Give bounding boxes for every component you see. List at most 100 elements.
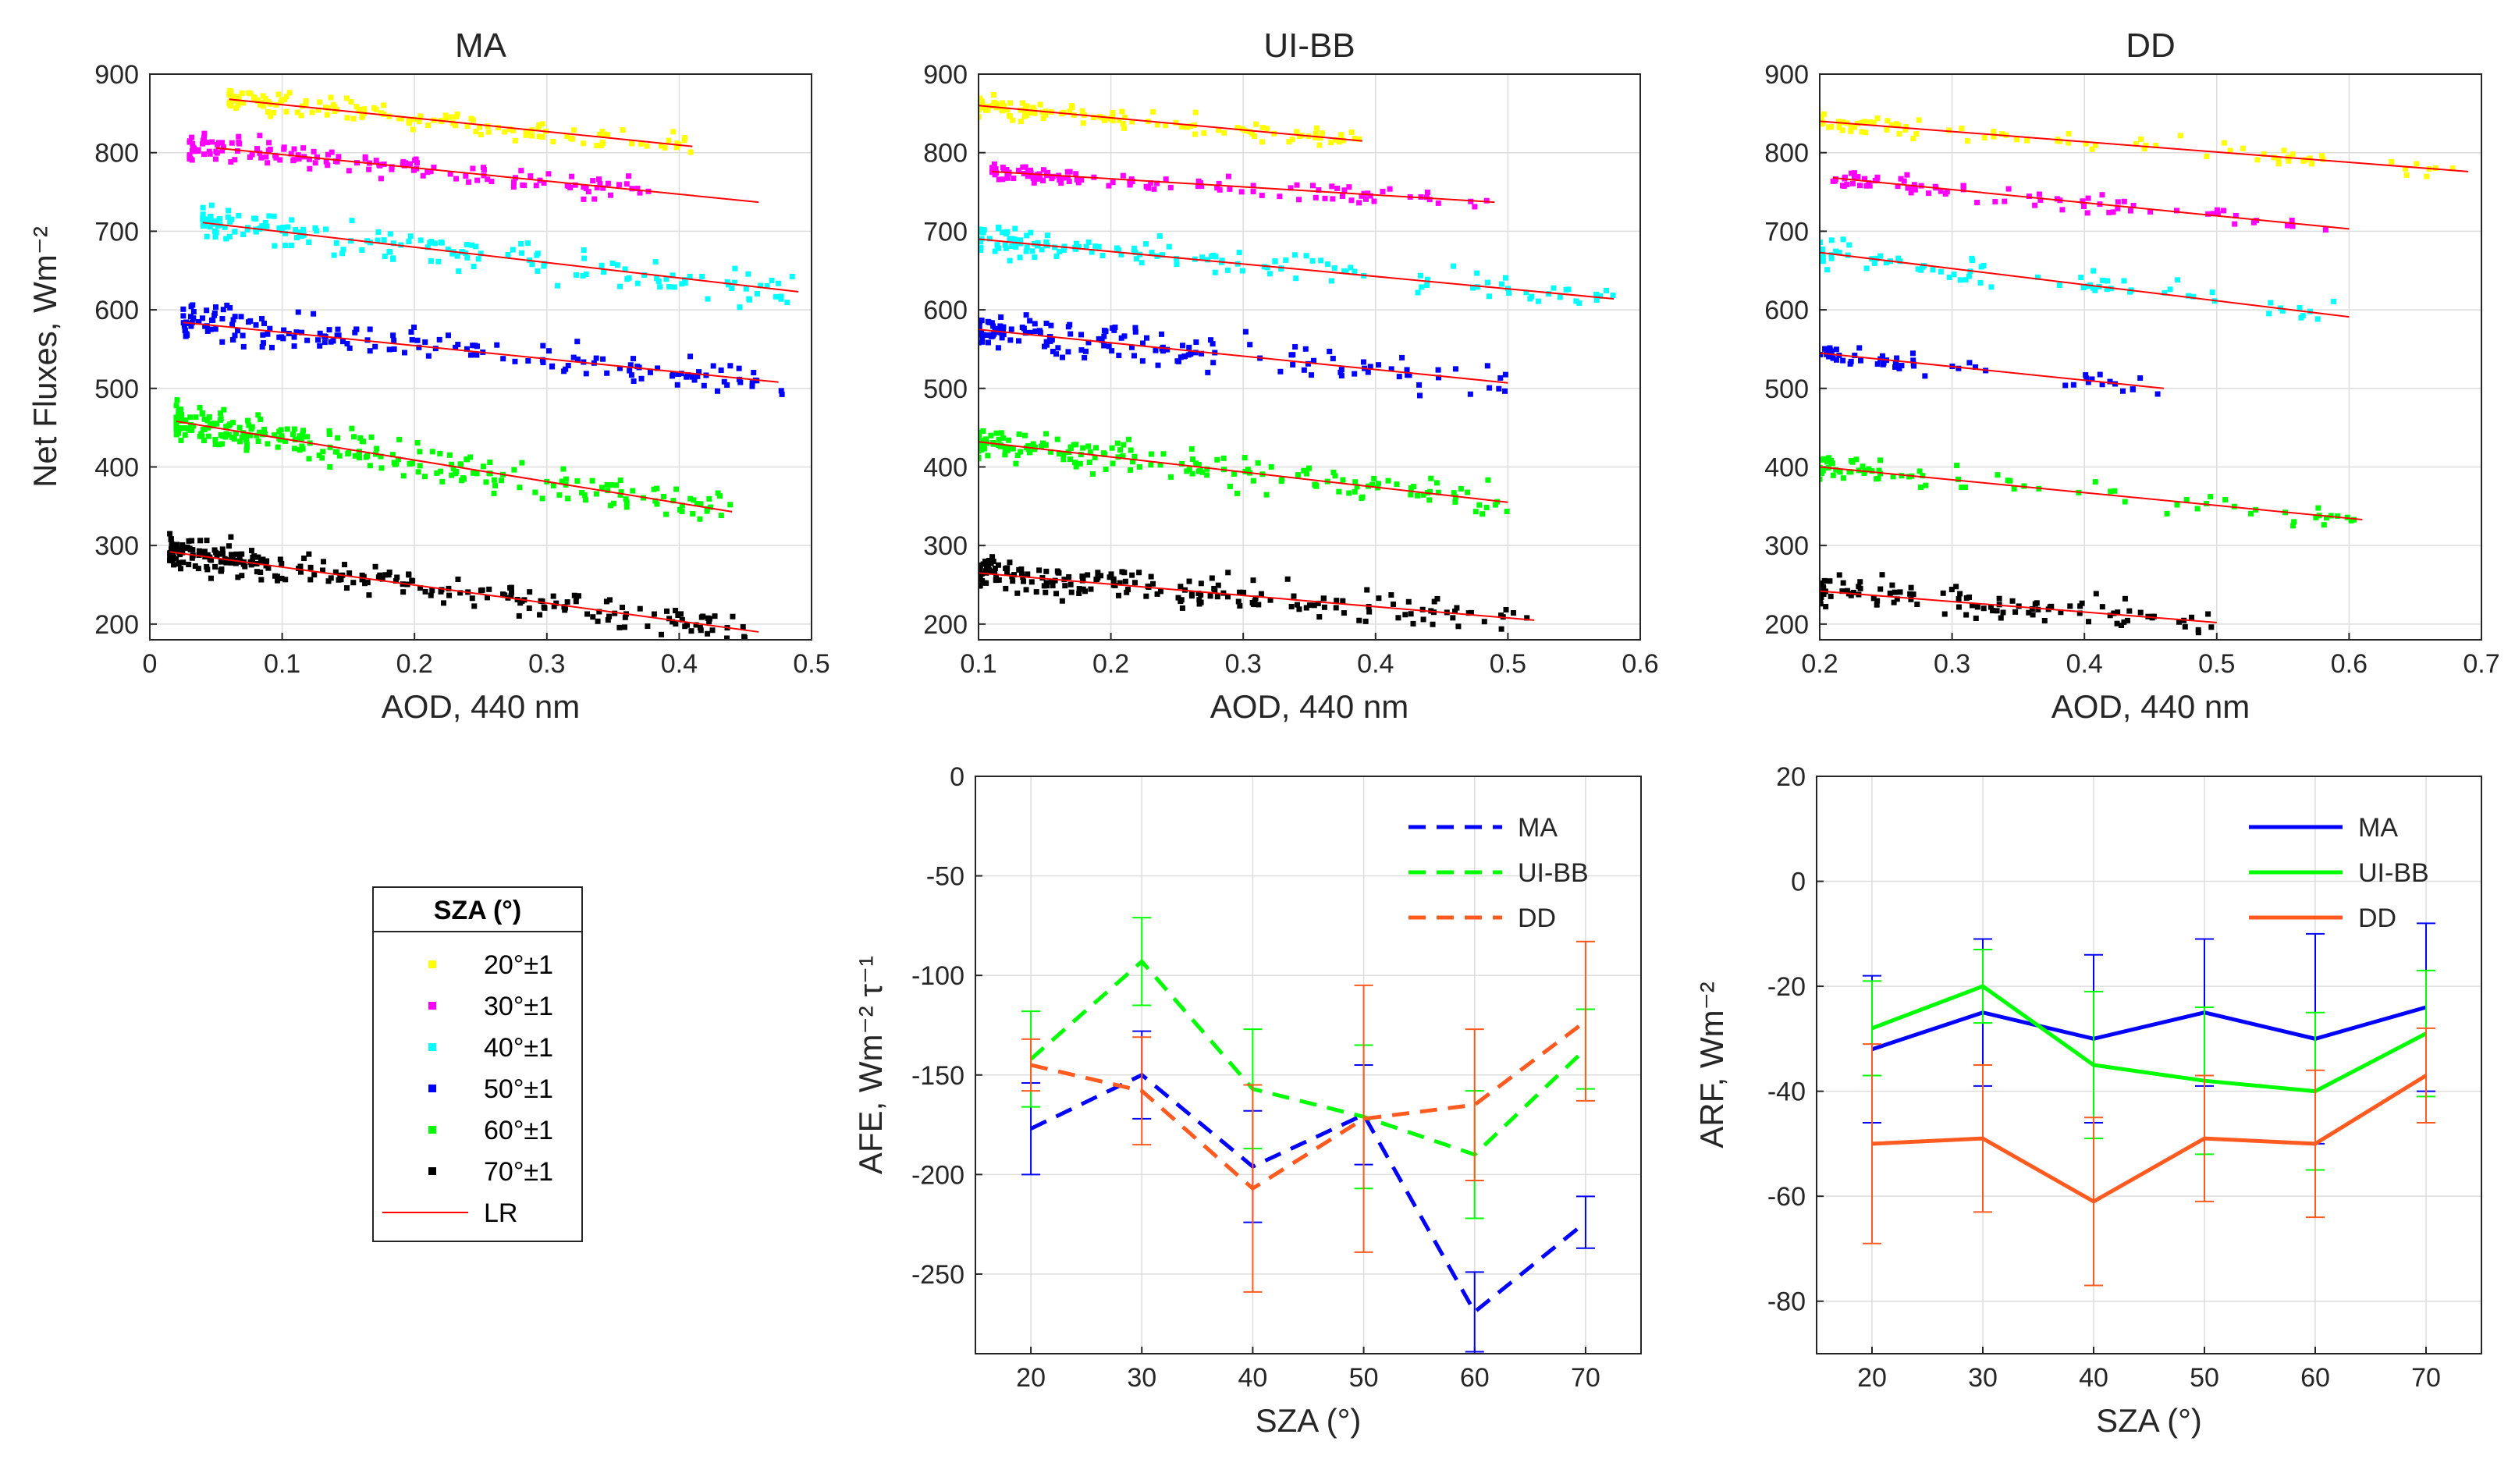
data-point xyxy=(740,623,746,630)
data-point xyxy=(283,108,290,115)
data-point xyxy=(979,446,985,453)
data-point xyxy=(201,130,208,137)
data-point xyxy=(2122,499,2128,505)
data-point xyxy=(583,371,589,377)
data-point xyxy=(626,275,632,281)
data-point xyxy=(319,455,325,461)
data-point xyxy=(1067,456,1073,463)
scatter-series-501 xyxy=(180,302,785,397)
data-point xyxy=(240,343,247,350)
data-point xyxy=(183,331,190,337)
data-point xyxy=(1290,362,1296,368)
data-point xyxy=(979,325,982,331)
data-point xyxy=(996,442,1002,449)
data-point xyxy=(1210,360,1217,366)
data-point xyxy=(2005,186,2012,192)
data-point xyxy=(1079,573,1085,580)
data-point xyxy=(278,99,284,105)
data-point xyxy=(595,618,601,624)
data-point xyxy=(1828,252,1835,258)
data-point xyxy=(1317,135,1323,141)
data-point xyxy=(533,183,539,189)
data-point xyxy=(1082,348,1089,354)
data-point xyxy=(1302,346,1309,352)
data-point xyxy=(478,131,484,137)
data-point xyxy=(1938,188,1944,194)
data-point xyxy=(1149,250,1155,256)
data-point xyxy=(2331,298,2337,304)
data-point xyxy=(374,446,380,452)
data-point xyxy=(538,598,544,604)
data-point xyxy=(1452,366,1458,372)
data-point xyxy=(290,431,296,438)
data-point xyxy=(542,261,548,267)
data-point xyxy=(631,356,637,362)
data-point xyxy=(502,592,508,598)
data-point xyxy=(474,343,480,350)
data-point xyxy=(682,280,688,286)
data-point xyxy=(510,184,517,190)
data-point xyxy=(212,563,218,570)
data-point xyxy=(1387,186,1393,192)
data-point xyxy=(1910,591,1916,598)
panel-1: 0 0.1 0.2 0.3 0.4 0.5200300400500600700800900… xyxy=(27,27,830,725)
data-point xyxy=(1258,591,1264,597)
data-point xyxy=(460,475,466,481)
data-point xyxy=(450,465,456,471)
data-point xyxy=(997,323,1004,329)
data-point xyxy=(1315,600,1321,606)
data-point xyxy=(174,427,180,433)
data-point xyxy=(176,559,182,566)
data-point xyxy=(2000,609,2006,616)
data-point xyxy=(1219,257,1225,264)
data-point xyxy=(1858,357,1864,364)
data-point xyxy=(275,444,281,450)
data-point xyxy=(471,603,478,609)
data-point xyxy=(2066,130,2072,137)
data-point xyxy=(623,504,630,510)
data-point xyxy=(1096,335,1102,342)
data-point xyxy=(2300,158,2307,164)
data-point xyxy=(327,444,333,450)
data-point xyxy=(1823,603,1829,609)
data-point xyxy=(232,229,238,235)
axes-frame xyxy=(978,73,1641,641)
data-point xyxy=(2254,157,2261,163)
data-point xyxy=(1055,570,1061,576)
data-point xyxy=(539,121,545,127)
data-point xyxy=(186,139,193,145)
data-point xyxy=(1348,129,1355,135)
data-point xyxy=(979,98,985,105)
data-point xyxy=(441,600,447,606)
data-point xyxy=(208,317,215,323)
data-point xyxy=(584,611,591,617)
data-point xyxy=(2194,506,2201,512)
data-point xyxy=(1408,611,1414,617)
data-point xyxy=(454,111,460,117)
data-point xyxy=(597,181,603,187)
data-point xyxy=(1188,593,1195,599)
data-point xyxy=(525,358,531,364)
data-point xyxy=(983,563,989,569)
data-point xyxy=(2211,211,2217,217)
data-point xyxy=(201,151,208,158)
data-point xyxy=(1148,179,1154,186)
data-point xyxy=(1249,130,1256,137)
data-point xyxy=(1894,355,1900,361)
data-point xyxy=(1042,343,1048,350)
data-point xyxy=(275,573,281,580)
data-point xyxy=(260,93,266,99)
data-point xyxy=(303,98,309,104)
data-point xyxy=(1484,363,1490,369)
data-point xyxy=(288,243,294,249)
data-point xyxy=(1216,180,1222,186)
data-point xyxy=(246,432,252,438)
data-point xyxy=(1946,274,1952,280)
data-point xyxy=(344,585,350,591)
data-point xyxy=(673,144,680,151)
data-point xyxy=(1220,455,1227,461)
data-point xyxy=(221,407,227,413)
data-point xyxy=(1251,602,1257,608)
data-point xyxy=(2182,623,2188,630)
data-point xyxy=(1000,324,1007,330)
